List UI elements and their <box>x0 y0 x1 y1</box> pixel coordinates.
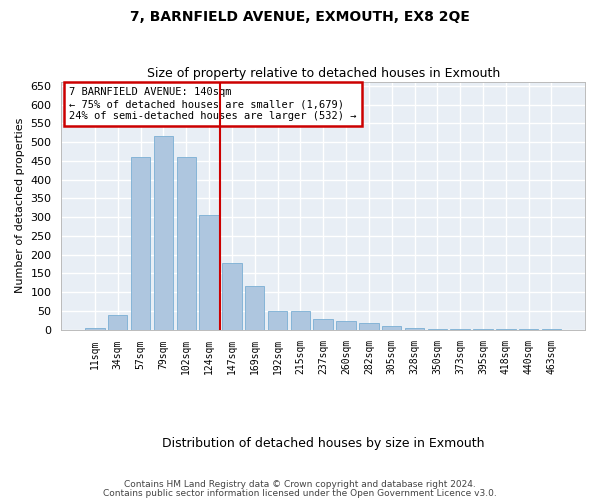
Bar <box>199 215 219 330</box>
Bar <box>337 322 356 330</box>
Bar <box>85 328 104 330</box>
Bar <box>405 328 424 330</box>
Text: Contains HM Land Registry data © Crown copyright and database right 2024.: Contains HM Land Registry data © Crown c… <box>124 480 476 489</box>
Text: Contains public sector information licensed under the Open Government Licence v3: Contains public sector information licen… <box>103 488 497 498</box>
Text: 7, BARNFIELD AVENUE, EXMOUTH, EX8 2QE: 7, BARNFIELD AVENUE, EXMOUTH, EX8 2QE <box>130 10 470 24</box>
Bar <box>359 323 379 330</box>
Bar <box>131 157 150 330</box>
Bar <box>108 316 127 330</box>
X-axis label: Distribution of detached houses by size in Exmouth: Distribution of detached houses by size … <box>162 437 484 450</box>
Bar <box>382 326 401 330</box>
Bar <box>245 286 265 330</box>
Bar <box>154 136 173 330</box>
Bar <box>176 157 196 330</box>
Bar <box>222 263 242 330</box>
Y-axis label: Number of detached properties: Number of detached properties <box>15 118 25 294</box>
Bar <box>290 311 310 330</box>
Bar <box>268 311 287 330</box>
Bar <box>519 329 538 330</box>
Bar <box>428 329 447 330</box>
Text: 7 BARNFIELD AVENUE: 140sqm
← 75% of detached houses are smaller (1,679)
24% of s: 7 BARNFIELD AVENUE: 140sqm ← 75% of deta… <box>69 88 357 120</box>
Title: Size of property relative to detached houses in Exmouth: Size of property relative to detached ho… <box>146 66 500 80</box>
Bar <box>313 320 333 330</box>
